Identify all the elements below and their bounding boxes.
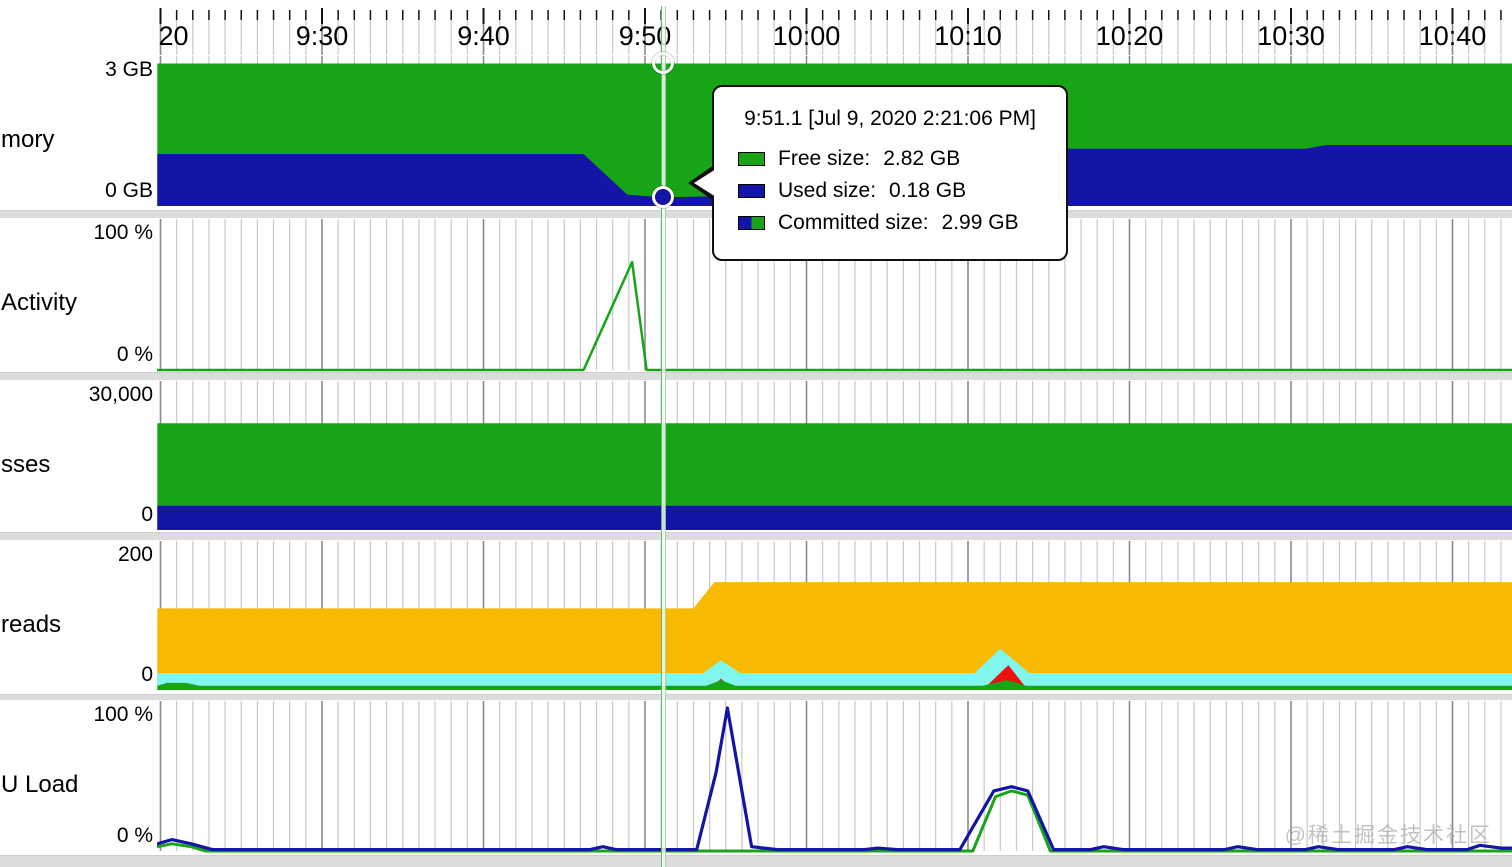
memory-ymax-label: 3 GB: [105, 58, 153, 81]
chart-row-classes: 30,000 0 sses: [0, 380, 1512, 540]
tooltip-row-free: Free size: 2.82 GB: [714, 143, 1066, 175]
time-axis[interactable]: 20 9:30 9:40 9:50 10:00 10:10 10:20 10:30 10:40: [0, 0, 1512, 55]
time-tick-label: 10:40: [1418, 21, 1487, 51]
classes-row-label: sses: [1, 451, 51, 478]
classes-ymax-label: 30,000: [88, 383, 153, 406]
tooltip-row-value: 2.82 GB: [883, 147, 961, 170]
time-tick-label: 9:30: [295, 21, 349, 51]
chart-row-threads: 200 0 reads: [0, 540, 1512, 700]
tooltip-row-label: Used size:: [778, 179, 877, 202]
tooltip-row-label: Committed size:: [778, 211, 929, 234]
gc-row-label: Activity: [1, 289, 78, 316]
threads-ymin-label: 0: [141, 663, 153, 686]
cpu-ymin-label: 0 %: [116, 824, 153, 847]
cpu-row-label: U Load: [1, 771, 79, 798]
classes-ymin-label: 0: [141, 503, 153, 526]
time-tick-label: 20: [158, 21, 189, 51]
tooltip-row-committed: Committed size: 2.99 GB: [714, 207, 1066, 239]
classes-plot[interactable]: [157, 380, 1512, 532]
tooltip-title: 9:51.1 [Jul 9, 2020 2:21:06 PM]: [744, 107, 1036, 130]
tooltip: 9:51.1 [Jul 9, 2020 2:21:06 PM] Free siz…: [688, 85, 1068, 261]
gc-ymin-label: 0 %: [116, 343, 153, 366]
time-tick-label: 10:00: [772, 21, 841, 51]
time-tick-label: 10:10: [934, 21, 1002, 51]
cpu-ymax-label: 100 %: [93, 703, 153, 726]
time-tick-label: 10:20: [1095, 21, 1164, 51]
threads-row-label: reads: [1, 611, 62, 638]
chart-row-cpu-load: 100 % 0 % U Load: [0, 700, 1512, 867]
chart-row-memory: 3 GB 0 GB mory: [0, 55, 1512, 218]
time-tick-label: 9:40: [457, 21, 510, 51]
memory-row-label: mory: [1, 126, 55, 153]
watermark: @稀土掘金技术社区: [1284, 824, 1492, 847]
time-tick-label: 10:30: [1257, 21, 1325, 51]
time-axis-labels: 20 9:30 9:40 9:50 10:00 10:10 10:20 10:30 10:40: [157, 20, 1512, 55]
free-size-swatch-icon: [738, 152, 765, 166]
time-tick-label: 9:50: [618, 21, 672, 51]
separator: [0, 532, 1512, 540]
tooltip-row-value: 2.99 GB: [941, 211, 1019, 234]
cpu-load-plot[interactable]: [157, 700, 1512, 855]
separator: [0, 694, 1512, 700]
tooltip-row-value: 0.18 GB: [889, 179, 967, 202]
memory-ymin-label: 0 GB: [105, 179, 153, 202]
tooltip-row-label: Free size:: [778, 147, 871, 170]
separator: [0, 855, 1512, 867]
time-axis-ticks: [159, 8, 1502, 55]
gc-ymax-label: 100 %: [93, 221, 153, 244]
committed-size-swatch-icon: [738, 216, 765, 230]
cursor-marker-committed[interactable]: [651, 52, 674, 75]
tooltip-row-used: Used size: 0.18 GB: [714, 175, 1066, 207]
timeline-cursor[interactable]: [661, 6, 667, 867]
threads-plot[interactable]: [157, 540, 1512, 694]
cursor-marker-used[interactable]: [651, 186, 674, 209]
used-size-swatch-icon: [738, 184, 765, 198]
threads-ymax-label: 200: [117, 543, 153, 566]
separator: [0, 372, 1512, 380]
